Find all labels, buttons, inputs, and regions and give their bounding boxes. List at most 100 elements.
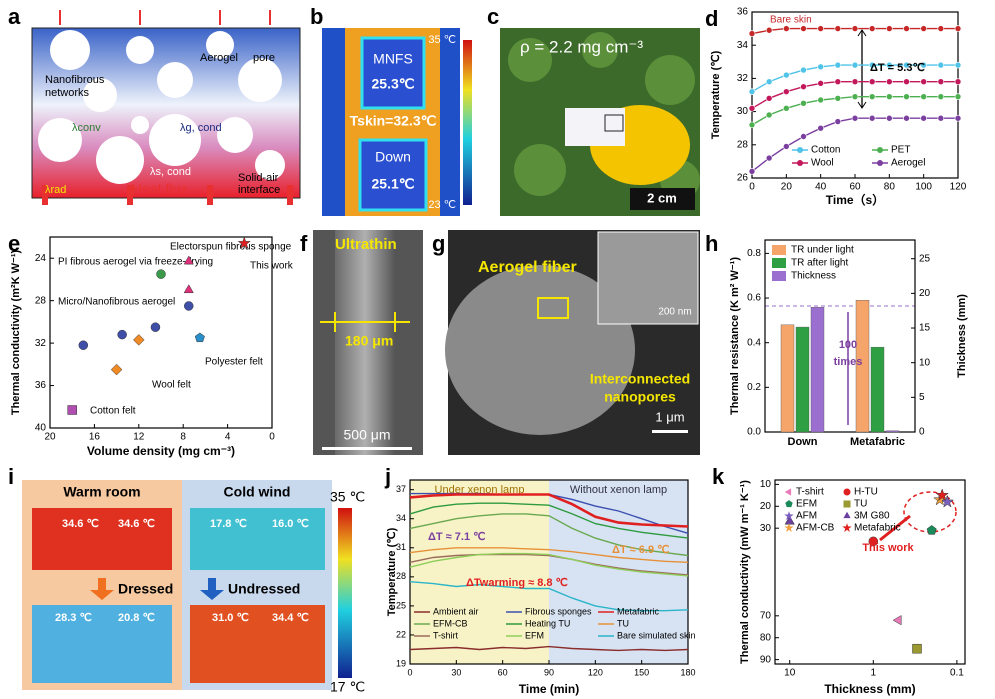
x-tick-label: 120 (588, 667, 603, 677)
x-tick-label: Down (788, 436, 818, 448)
scale-bar (322, 447, 412, 450)
legend-label: Wool (811, 158, 834, 169)
up-arrows (59, 10, 271, 25)
x-axis-label: Volume density (mg cm⁻³) (87, 444, 235, 458)
x-tick-label: 20 (44, 432, 56, 443)
marker (886, 61, 893, 69)
marker (920, 78, 927, 86)
series-line (409, 502, 689, 539)
marker (937, 25, 945, 32)
series-label: Bare skin (770, 15, 812, 26)
y2-tick-label: 0 (919, 427, 925, 438)
legend-marker (877, 160, 883, 166)
point (117, 329, 127, 340)
y-tick-label: 30 (760, 523, 772, 534)
point (183, 255, 194, 265)
x-tick-label: Metafabric (850, 436, 905, 448)
label: Warm room (63, 484, 140, 500)
x-axis-label: Thickness (mm) (824, 682, 915, 696)
x-tick-label: 120 (950, 182, 967, 193)
marker (903, 114, 910, 122)
x-tick-label: 0 (749, 182, 755, 193)
label: 2 cm (647, 190, 677, 205)
legend-label: Ambient air (433, 606, 479, 616)
point (926, 525, 937, 535)
x-tick-label: 20 (781, 182, 793, 193)
colorbar (338, 508, 352, 678)
y-tick-label: 31 (396, 542, 406, 552)
point (868, 536, 879, 547)
y-tick-label: 37 (396, 484, 406, 494)
panel-letter: e (8, 231, 20, 256)
marker (748, 121, 756, 129)
marker (851, 93, 859, 100)
y-tick-label: 28 (396, 571, 406, 581)
this-work-arrow (879, 514, 911, 542)
colorbar (463, 40, 472, 205)
marker (834, 25, 842, 32)
scale-bar (652, 430, 688, 433)
legend-label: TU (617, 618, 629, 628)
point (156, 269, 166, 279)
label: λconv (72, 122, 101, 134)
point-label: Polyester felt (205, 357, 263, 368)
point-label: Electorspun fibrous sponge (170, 242, 292, 253)
legend-label: TU (854, 499, 867, 510)
marker (954, 93, 962, 100)
marker (834, 61, 842, 69)
label: Undressed (228, 581, 300, 597)
panel-letter: d (705, 6, 718, 31)
pores (38, 30, 285, 184)
panel-b: b MNFS 25.3℃ Tskin=32.3℃ Down 25.1℃ 35 ℃… (310, 4, 472, 216)
point-label: PI fibrous aerogel via freeze-drying (58, 257, 213, 268)
marker (851, 78, 859, 86)
series-line (409, 581, 689, 612)
marker (800, 83, 807, 90)
panel-letter: h (705, 231, 718, 256)
y-tick-label: 0.6 (747, 293, 761, 304)
legend-label: PET (891, 145, 910, 156)
marker (765, 154, 773, 162)
region-label: Without xenon lamp (570, 484, 667, 496)
thermal (190, 605, 325, 683)
y-axis-label: Thermal resistance (K m² W⁻¹) (729, 257, 741, 415)
series-line (409, 547, 689, 563)
marker (834, 118, 842, 125)
annotation: ΔT ≈ 7.1 ℃ (428, 531, 485, 543)
y2-tick-label: 25 (919, 253, 931, 264)
marker (748, 104, 756, 112)
legend-label: T-shirt (796, 487, 824, 498)
point-label: Wool felt (152, 380, 191, 391)
label: Nanofibrous (45, 74, 105, 86)
marker (868, 78, 876, 86)
marker (800, 25, 807, 32)
marker (868, 61, 876, 69)
y-tick-label: 20 (760, 501, 772, 512)
series-line (409, 493, 689, 528)
label: Down (375, 149, 411, 165)
legend-label: AFM (796, 511, 817, 522)
marker (748, 30, 756, 37)
thermal (32, 508, 172, 570)
marker (851, 61, 859, 69)
legend-swatch (772, 271, 786, 281)
point-label: This work (250, 261, 294, 272)
point-label: Cotton felt (90, 406, 136, 417)
legend-label: TR under light (791, 245, 854, 256)
point (183, 301, 194, 311)
y-tick-label: 26 (737, 173, 749, 184)
marker (903, 78, 910, 86)
measure (320, 312, 410, 332)
y-tick-label: 28 (737, 139, 749, 150)
marker (765, 111, 773, 119)
label: 25.3℃ (372, 76, 415, 92)
annotation: This work (862, 542, 914, 554)
y-tick-label: 36 (35, 380, 47, 391)
marker (868, 93, 876, 100)
bar (780, 324, 795, 433)
panel-g: g Aerogel fiber 200 nm Interconnected na… (432, 230, 700, 455)
x-tick-label: 150 (634, 667, 649, 677)
label: 17.8 ℃ (210, 518, 247, 530)
marker (851, 114, 859, 122)
